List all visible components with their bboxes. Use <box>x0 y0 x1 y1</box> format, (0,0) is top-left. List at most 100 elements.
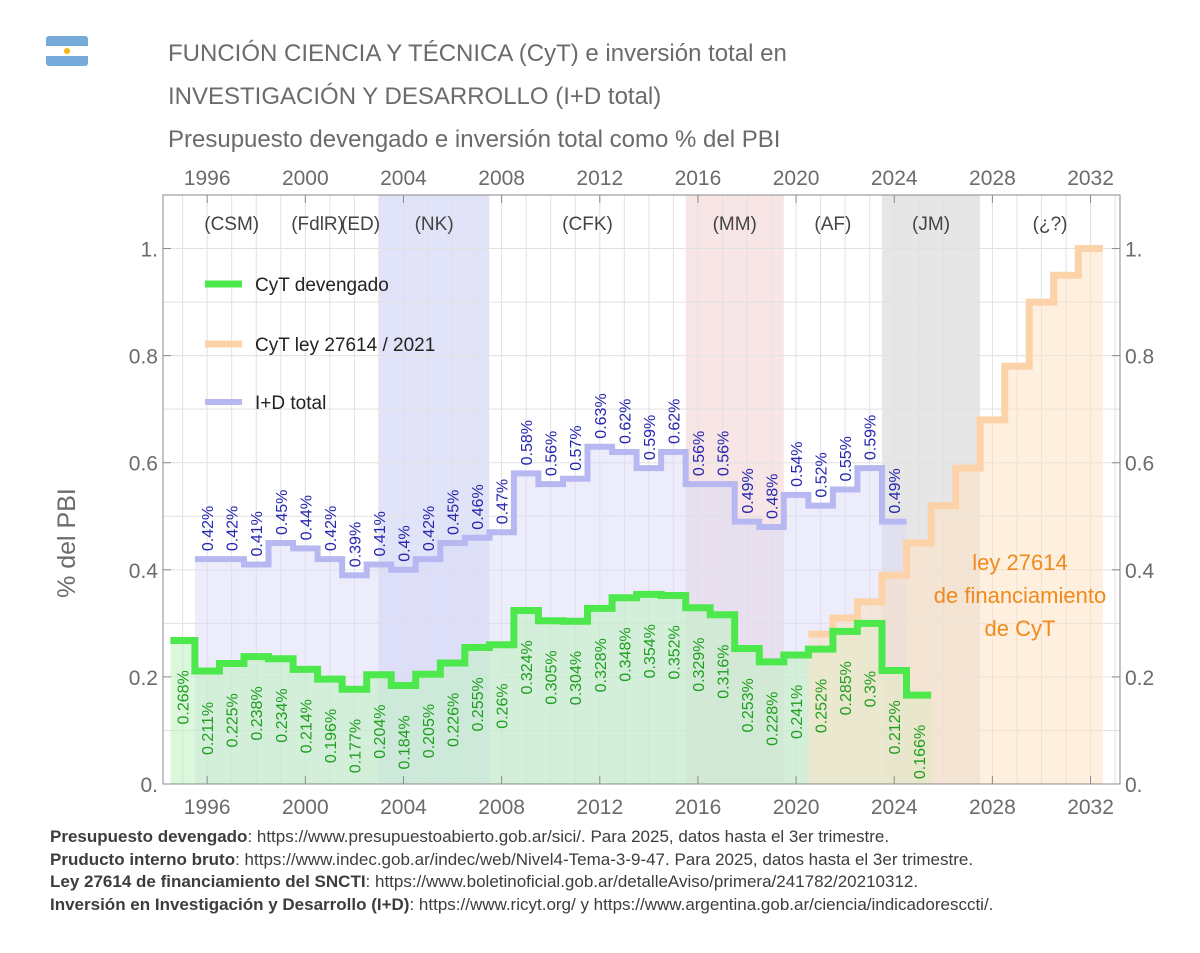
cyt-data-label: 0.348% <box>617 627 634 681</box>
x-tick-label-top: 1996 <box>184 167 231 190</box>
x-tick-label-bottom: 2012 <box>576 796 623 819</box>
source-line: Inversión en Investigación y Desarrollo … <box>50 894 1190 917</box>
source-text: : https://www.boletinoficial.gob.ar/deta… <box>365 872 919 891</box>
x-tick-label-top: 2020 <box>773 167 820 190</box>
id-data-label: 0.41% <box>372 511 389 556</box>
x-tick-label-top: 2028 <box>969 167 1016 190</box>
x-tick-label-top: 2012 <box>576 167 623 190</box>
y-tick-label-right: 0.6 <box>1125 453 1154 476</box>
cyt-data-label: 0.166% <box>912 725 929 779</box>
y-tick-label-left: 0.2 <box>129 667 158 690</box>
id-data-label: 0.62% <box>666 399 683 444</box>
id-data-label: 0.45% <box>446 490 463 535</box>
cyt-data-label: 0.304% <box>568 651 585 705</box>
sources-block: Presupuesto devengado: https://www.presu… <box>50 826 1190 916</box>
series-line <box>170 590 932 699</box>
source-label: Ley 27614 de financiamiento del SNCTI <box>50 872 366 891</box>
cyt-data-label: 0.211% <box>200 702 217 755</box>
cyt-data-label: 0.324% <box>519 640 536 694</box>
x-tick-label-top: 2032 <box>1067 167 1114 190</box>
y-tick-label-right: 1. <box>1125 239 1143 262</box>
legend-label: CyT devengado <box>255 275 389 296</box>
y-tick-label-left: 0.8 <box>129 346 158 369</box>
id-data-label: 0.52% <box>814 452 831 497</box>
cyt-data-label: 0.228% <box>765 692 782 746</box>
period-label: (CFK) <box>562 214 613 235</box>
cyt-data-label: 0.214% <box>298 699 315 753</box>
cyt-data-label: 0.234% <box>274 688 291 742</box>
period-label: (FdlR) <box>291 214 344 235</box>
source-line: Ley 27614 de financiamiento del SNCTI: h… <box>50 871 1190 894</box>
id-data-label: 0.56% <box>544 431 561 476</box>
cyt-data-label: 0.241% <box>789 685 806 739</box>
id-data-label: 0.59% <box>642 415 659 460</box>
source-label: Presupuesto devengado <box>50 827 248 846</box>
x-tick-label-bottom: 2024 <box>871 796 918 819</box>
law-annotation-line: ley 27614 <box>972 550 1067 575</box>
id-data-label: 0.58% <box>519 420 536 465</box>
y-tick-label-right: 0.4 <box>1125 560 1155 583</box>
id-data-label: 0.59% <box>863 415 880 460</box>
series-area <box>170 594 932 784</box>
cyt-data-label: 0.184% <box>397 715 414 769</box>
x-tick-label-top: 2016 <box>675 167 722 190</box>
cyt-data-label: 0.352% <box>666 625 683 679</box>
cyt-data-label: 0.285% <box>838 661 855 715</box>
cyt-data-label: 0.253% <box>740 678 757 732</box>
series-line <box>194 443 907 579</box>
x-tick-label-bottom: 2020 <box>773 796 820 819</box>
x-tick-label-top: 2000 <box>282 167 329 190</box>
id-data-label: 0.42% <box>225 506 242 551</box>
id-data-label: 0.62% <box>617 399 634 444</box>
cyt-data-label: 0.329% <box>691 638 708 692</box>
y-tick-label-left: 0.4 <box>129 560 159 583</box>
x-tick-label-top: 2004 <box>380 167 427 190</box>
cyt-data-label: 0.3% <box>863 671 880 707</box>
cyt-data-label: 0.268% <box>176 670 193 724</box>
cyt-data-label: 0.252% <box>814 679 831 733</box>
period-label: (MM) <box>713 214 757 235</box>
x-tick-label-top: 2024 <box>871 167 918 190</box>
cyt-data-label: 0.196% <box>323 709 340 763</box>
y-tick-label-left: 1. <box>140 239 158 262</box>
period-label: (JM) <box>912 214 950 235</box>
y-tick-label-right: 0.2 <box>1125 667 1154 690</box>
id-data-label: 0.4% <box>397 525 414 561</box>
cyt-data-label: 0.204% <box>372 705 389 759</box>
cyt-data-label: 0.305% <box>544 650 561 704</box>
cyt-data-label: 0.226% <box>446 693 463 747</box>
id-data-label: 0.44% <box>298 495 315 540</box>
chart-subtitle: Presupuesto devengado e inversión total … <box>168 126 781 153</box>
chart-canvas: 1996 1996 2000 2000 2004 2004 2008 2008 2012 2012… <box>53 167 1155 819</box>
id-data-label: 0.39% <box>347 522 364 567</box>
source-line: Presupuesto devengado: https://www.presu… <box>50 826 1190 849</box>
legend-label: I+D total <box>255 393 326 414</box>
y-tick-label-left: 0. <box>140 774 158 797</box>
argentina-flag-icon <box>46 36 88 66</box>
x-tick-label-bottom: 2004 <box>380 796 427 819</box>
source-line: Pruducto interno bruto: https://www.inde… <box>50 849 1190 872</box>
cyt-data-label: 0.225% <box>225 693 242 747</box>
cyt-data-label: 0.328% <box>593 638 610 692</box>
id-data-label: 0.47% <box>495 479 512 524</box>
period-label: (ED) <box>341 214 380 235</box>
legend-label: CyT ley 27614 / 2021 <box>255 335 435 356</box>
id-data-label: 0.42% <box>323 506 340 551</box>
cyt-data-label: 0.177% <box>347 719 364 773</box>
x-tick-label-bottom: 1996 <box>184 796 231 819</box>
id-data-label: 0.56% <box>691 431 708 476</box>
id-data-label: 0.56% <box>716 431 733 476</box>
period-label: (CSM) <box>204 214 259 235</box>
series-line <box>808 245 1103 638</box>
cyt-data-label: 0.354% <box>642 624 659 678</box>
x-tick-label-top: 2008 <box>478 167 525 190</box>
id-data-label: 0.48% <box>765 474 782 519</box>
id-data-label: 0.49% <box>740 468 757 513</box>
source-label: Pruducto interno bruto <box>50 849 236 869</box>
plot-frame <box>162 194 1121 785</box>
cyt-data-label: 0.255% <box>470 677 487 731</box>
id-data-label: 0.46% <box>470 484 487 529</box>
id-data-label: 0.55% <box>838 436 855 481</box>
id-data-label: 0.54% <box>789 442 806 487</box>
id-data-label: 0.49% <box>887 468 904 513</box>
